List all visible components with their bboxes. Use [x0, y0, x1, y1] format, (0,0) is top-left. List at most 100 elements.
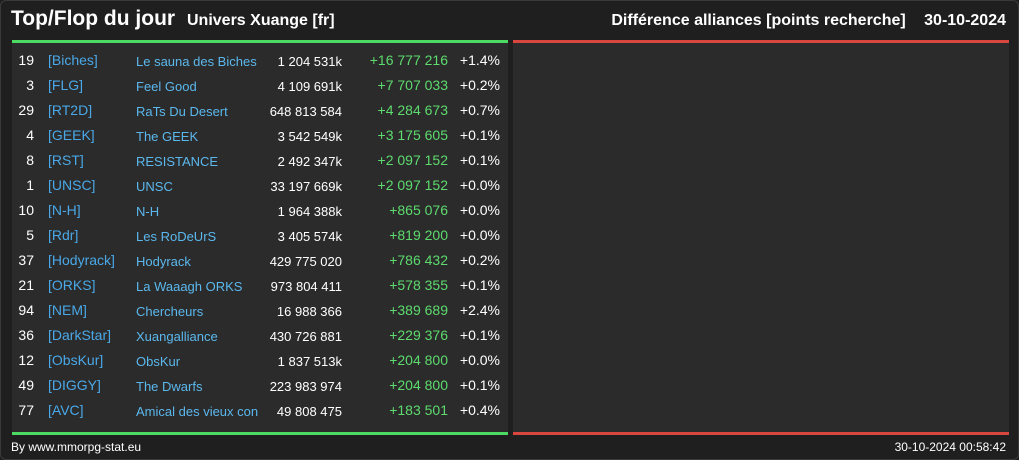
table-row: 21 [ORKS] La Waaagh ORKS 973 804 411 +578 35… — [12, 273, 508, 298]
points-difference: +183 501 — [389, 402, 448, 418]
ranking-type-label: Différence alliances [points recherche] — [611, 12, 906, 29]
table-row: 1 [UNSC] UNSC 33 197 669k +2 097 152 +0.0% — [12, 173, 508, 198]
top-gainers-panel: 19 [Biches] Le sauna des Biches 1 204 531k +… — [12, 43, 508, 433]
percent-change: +0.0% — [459, 352, 500, 368]
table-row: 10 [N-H] N-H 1 964 388k +865 076 +0.0% — [12, 198, 508, 223]
top-divider-bottom — [12, 432, 508, 435]
percent-change: +0.1% — [459, 127, 500, 143]
percent-change: +0.1% — [459, 327, 500, 343]
alliance-tag[interactable]: [DarkStar] — [48, 327, 112, 343]
points-difference: +578 355 — [389, 277, 448, 293]
points-difference: +389 689 — [389, 302, 448, 318]
points-difference: +204 800 — [389, 377, 448, 393]
table-row: 3 [FLG] Feel Good 4 109 691k +7 707 033 +0.2% — [12, 73, 508, 98]
alliance-rank: 29 — [18, 102, 34, 118]
percent-change: +2.4% — [459, 302, 500, 318]
percent-change: +0.2% — [459, 252, 500, 268]
points-difference: +786 432 — [389, 252, 448, 268]
percent-change: +0.1% — [459, 377, 500, 393]
alliance-tag[interactable]: [RST] — [48, 152, 84, 168]
table-row: 19 [Biches] Le sauna des Biches 1 204 531k +… — [12, 48, 508, 73]
alliance-points: 1 204 531k — [277, 54, 342, 69]
percent-change: +0.0% — [459, 202, 500, 218]
alliance-name[interactable]: ObsKur — [136, 354, 181, 369]
alliance-tag[interactable]: [ORKS] — [48, 277, 96, 293]
alliance-name[interactable]: Amical des vieux con — [136, 404, 259, 419]
alliance-tag[interactable]: [Biches] — [48, 52, 98, 68]
alliance-name[interactable]: N-H — [136, 204, 160, 219]
table-row: 94 [NEM] Chercheurs 16 988 366 +389 689 +2.4% — [12, 298, 508, 323]
alliance-rank: 3 — [26, 77, 34, 93]
alliance-points: 648 813 584 — [269, 104, 342, 119]
alliance-points: 16 988 366 — [276, 304, 342, 319]
alliance-tag[interactable]: [FLG] — [48, 77, 84, 93]
alliance-name[interactable]: UNSC — [136, 179, 173, 194]
alliance-tag[interactable]: [DIGGY] — [48, 377, 101, 393]
percent-change: +0.0% — [459, 227, 500, 243]
alliance-name[interactable]: Xuangalliance — [136, 329, 218, 344]
alliance-points: 430 726 881 — [269, 329, 342, 344]
percent-change: +0.7% — [459, 102, 500, 118]
alliance-points: 2 492 347k — [277, 154, 342, 169]
alliance-points: 49 808 475 — [276, 404, 342, 419]
alliance-name[interactable]: RESISTANCE — [136, 154, 219, 169]
alliance-rank: 94 — [18, 302, 34, 318]
points-difference: +819 200 — [389, 227, 448, 243]
points-difference: +2 097 152 — [377, 152, 448, 168]
points-difference: +16 777 216 — [369, 52, 448, 68]
alliance-tag[interactable]: [AVC] — [48, 402, 84, 418]
points-difference: +7 707 033 — [377, 77, 448, 93]
table-row: 5 [Rdr] Les RoDeUrS 3 405 574k +819 200 +0.0% — [12, 223, 508, 248]
alliance-tag[interactable]: [Hodyrack] — [48, 252, 115, 268]
points-difference: +2 097 152 — [377, 177, 448, 193]
header-right: Différence alliances [points recherche] … — [611, 12, 1006, 30]
table-row: 8 [RST] RESISTANCE 2 492 347k +2 097 152 +0.1… — [12, 148, 508, 173]
alliance-tag[interactable]: [UNSC] — [48, 177, 96, 193]
alliance-points: 4 109 691k — [277, 79, 342, 94]
table-row: 12 [ObsKur] ObsKur 1 837 513k +204 800 +0.0% — [12, 348, 508, 373]
alliance-name[interactable]: RaTs Du Desert — [136, 104, 228, 119]
alliance-name[interactable]: Feel Good — [136, 79, 197, 94]
alliance-rank: 19 — [18, 52, 34, 68]
generated-timestamp: 30-10-2024 00:58:42 — [894, 440, 1006, 454]
alliance-tag[interactable]: [Rdr] — [48, 227, 79, 243]
alliance-points: 3 542 549k — [277, 129, 342, 144]
alliance-tag[interactable]: [ObsKur] — [48, 352, 104, 368]
alliance-name[interactable]: The GEEK — [136, 129, 199, 144]
points-difference: +865 076 — [389, 202, 448, 218]
source-link[interactable]: By www.mmorpg-stat.eu — [11, 440, 142, 454]
alliance-rank: 37 — [18, 252, 34, 268]
points-difference: +3 175 605 — [377, 127, 448, 143]
alliance-points: 1 837 513k — [277, 354, 342, 369]
top-divider-top — [12, 40, 508, 43]
table-row: 49 [DIGGY] The Dwarfs 223 983 974 +204 800 +0… — [12, 373, 508, 398]
alliance-rank: 5 — [26, 227, 34, 243]
alliance-tag[interactable]: [RT2D] — [48, 102, 93, 118]
alliance-name[interactable]: Les RoDeUrS — [136, 229, 217, 244]
table-row: 36 [DarkStar] Xuangalliance 430 726 881 +229… — [12, 323, 508, 348]
percent-change: +0.1% — [459, 152, 500, 168]
alliance-tag[interactable]: [GEEK] — [48, 127, 95, 143]
alliance-points: 33 197 669k — [270, 179, 342, 194]
table-row: 77 [AVC] Amical des vieux con 49 808 475 +18… — [12, 398, 508, 423]
points-difference: +204 800 — [389, 352, 448, 368]
flop-divider-bottom — [513, 432, 1009, 435]
alliance-rank: 49 — [18, 377, 34, 393]
points-difference: +229 376 — [389, 327, 448, 343]
alliance-name[interactable]: The Dwarfs — [136, 379, 203, 394]
alliance-tag[interactable]: [NEM] — [48, 302, 87, 318]
alliance-rank: 36 — [18, 327, 34, 343]
percent-change: +0.0% — [459, 177, 500, 193]
alliance-tag[interactable]: [N-H] — [48, 202, 81, 218]
percent-change: +0.4% — [459, 402, 500, 418]
alliance-name[interactable]: Hodyrack — [136, 254, 191, 269]
table-row: 29 [RT2D] RaTs Du Desert 648 813 584 +4 284 … — [12, 98, 508, 123]
percent-change: +0.1% — [459, 277, 500, 293]
alliance-rank: 12 — [18, 352, 34, 368]
universe-label: Univers Xuange [fr] — [187, 12, 335, 29]
alliance-name[interactable]: La Waaagh ORKS — [136, 279, 243, 294]
alliance-name[interactable]: Le sauna des Biches — [136, 54, 257, 69]
alliance-rank: 10 — [18, 202, 34, 218]
alliance-name[interactable]: Chercheurs — [136, 304, 204, 319]
